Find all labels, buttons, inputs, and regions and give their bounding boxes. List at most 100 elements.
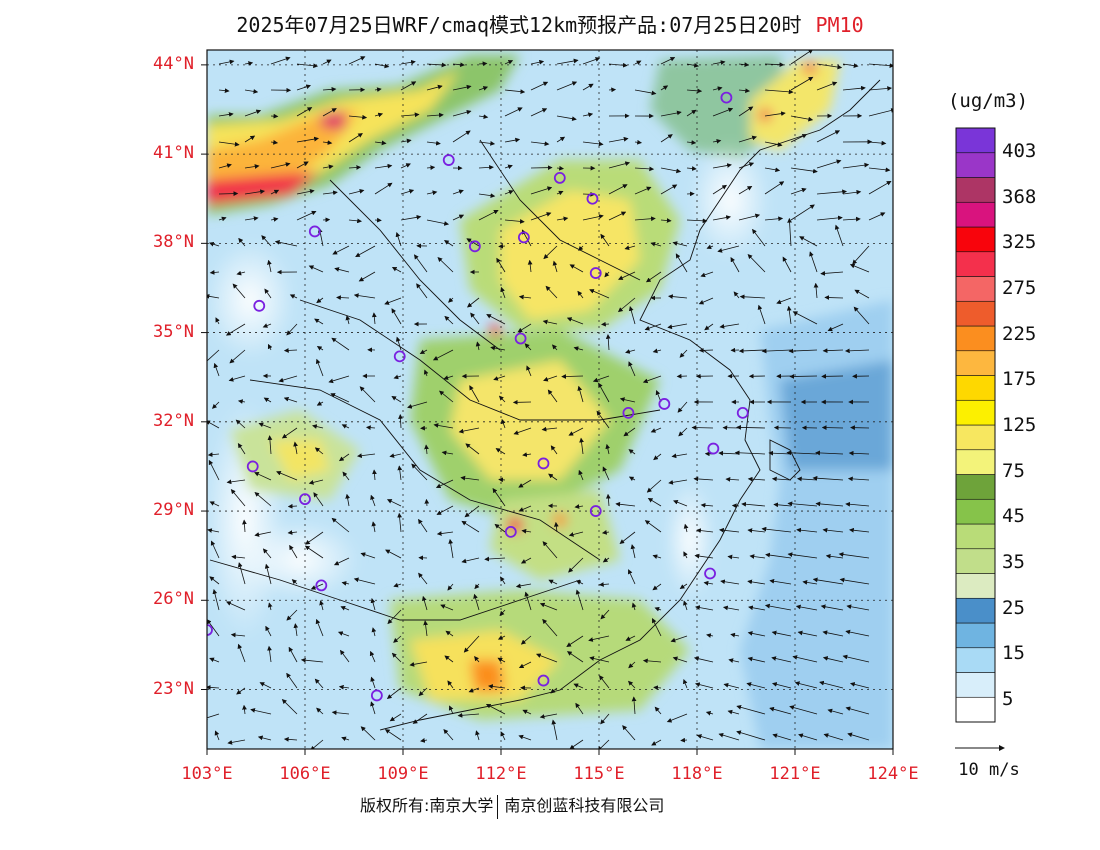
wind-arrow bbox=[706, 244, 714, 250]
wind-arrow bbox=[628, 476, 636, 482]
wind-arrow bbox=[547, 389, 558, 403]
wind-arrow bbox=[504, 190, 514, 195]
wind-arrow bbox=[769, 706, 792, 715]
wind-arrow bbox=[598, 675, 610, 689]
wind-arrow bbox=[300, 657, 324, 663]
wind-arrow bbox=[296, 189, 315, 195]
wind-arrow bbox=[738, 62, 750, 67]
wind-arrow bbox=[338, 453, 350, 462]
lat-label: 44°N bbox=[153, 53, 194, 74]
lat-label: 41°N bbox=[153, 143, 194, 164]
wind-arrow bbox=[353, 293, 376, 299]
wind-arrow bbox=[237, 562, 246, 585]
wind-arrow bbox=[478, 86, 489, 91]
wind-arrow bbox=[342, 471, 350, 481]
wind-arrow bbox=[739, 294, 766, 300]
wind-arrow bbox=[556, 216, 569, 222]
wind-arrow bbox=[458, 427, 480, 434]
wind-arrow bbox=[338, 684, 350, 690]
page-title: 2025年07月25日WRF/cmaq模式12km预报产品:07月25日20时 P… bbox=[0, 10, 1100, 40]
wind-arrow bbox=[675, 253, 688, 273]
wind-arrow bbox=[452, 130, 471, 143]
wind-arrow bbox=[615, 501, 636, 507]
wind-arrow bbox=[412, 713, 428, 724]
wind-arrow bbox=[304, 545, 324, 559]
wind-arrow bbox=[623, 427, 636, 437]
wind-arrow bbox=[764, 167, 781, 173]
colorbar-label: 75 bbox=[1002, 459, 1025, 482]
city-marker bbox=[589, 505, 602, 517]
wind-arrow bbox=[550, 445, 558, 455]
wind-arrow bbox=[727, 709, 740, 715]
wind-arrow bbox=[842, 654, 870, 663]
wind-arrow bbox=[336, 295, 350, 300]
wind-arrow bbox=[625, 635, 636, 641]
wind-arrow bbox=[420, 738, 428, 743]
wind-arrow bbox=[712, 107, 734, 117]
wind-arrow bbox=[400, 112, 420, 118]
colorbar-swatch bbox=[955, 350, 996, 376]
wind-arrow bbox=[634, 216, 656, 222]
wind-arrow bbox=[293, 623, 299, 637]
wind-arrow bbox=[393, 374, 402, 380]
wind-arrow bbox=[764, 181, 785, 195]
wind-arrow bbox=[497, 657, 506, 663]
colorbar-swatch bbox=[955, 696, 996, 723]
wind-arrow bbox=[387, 609, 402, 625]
colorbar-label: 175 bbox=[1002, 368, 1037, 391]
wind-arrow bbox=[854, 289, 870, 299]
wind-arrow bbox=[733, 291, 740, 299]
wind-arrow bbox=[573, 683, 584, 689]
city-markers bbox=[207, 91, 749, 702]
wind-arrow bbox=[600, 713, 610, 725]
wind-arrow bbox=[340, 606, 350, 611]
wind-arrow bbox=[384, 297, 402, 305]
wind-arrow bbox=[582, 141, 604, 147]
wind-arrow bbox=[339, 649, 350, 663]
wind-arrow bbox=[227, 739, 246, 745]
wind-arrow bbox=[237, 442, 246, 455]
colorbar-label: 325 bbox=[1002, 231, 1037, 254]
wind-arrow bbox=[478, 193, 496, 198]
wind-arrow bbox=[823, 733, 844, 741]
wind-arrow bbox=[696, 528, 714, 534]
wind-arrow bbox=[730, 257, 740, 273]
wind-arrow bbox=[218, 112, 234, 117]
wind-arrow bbox=[460, 475, 480, 481]
wind-arrow bbox=[825, 553, 844, 559]
wind-arrow bbox=[764, 603, 792, 611]
wind-arrow bbox=[582, 83, 594, 91]
wind-arrow bbox=[642, 375, 662, 384]
wind-arrow bbox=[424, 444, 429, 455]
wind-arrow bbox=[316, 401, 324, 406]
wind-arrow bbox=[276, 470, 298, 481]
wind-arrow bbox=[845, 629, 870, 637]
wind-arrow bbox=[630, 544, 636, 559]
wind-arrow bbox=[293, 441, 298, 455]
wind-arrow bbox=[568, 427, 584, 436]
wind-arrow bbox=[322, 86, 337, 92]
wind-arrow bbox=[652, 583, 662, 591]
colorbar-label: 403 bbox=[1002, 140, 1037, 162]
wind-arrow bbox=[790, 76, 814, 91]
wind-arrow bbox=[605, 493, 611, 507]
wind-arrow bbox=[357, 453, 376, 458]
wind-arrow bbox=[409, 661, 428, 667]
wind-arrow bbox=[499, 609, 506, 616]
wind-arrow bbox=[286, 672, 298, 689]
wind-arrow bbox=[556, 58, 579, 65]
wind-arrow bbox=[478, 164, 494, 170]
wind-arrow bbox=[561, 374, 584, 379]
wind-arrow bbox=[225, 323, 246, 336]
wind-arrow bbox=[787, 501, 818, 507]
wind-arrow bbox=[328, 375, 350, 384]
wind-arrow bbox=[467, 297, 480, 308]
wind-arrow bbox=[296, 210, 317, 221]
wind-arrow bbox=[820, 604, 844, 611]
wind-arrow bbox=[730, 632, 740, 638]
wind-arrow bbox=[619, 531, 636, 545]
wind-arrow bbox=[322, 164, 334, 170]
wind-arrow bbox=[308, 265, 324, 273]
axis-ticks bbox=[201, 64, 894, 755]
wind-arrow bbox=[229, 349, 246, 364]
